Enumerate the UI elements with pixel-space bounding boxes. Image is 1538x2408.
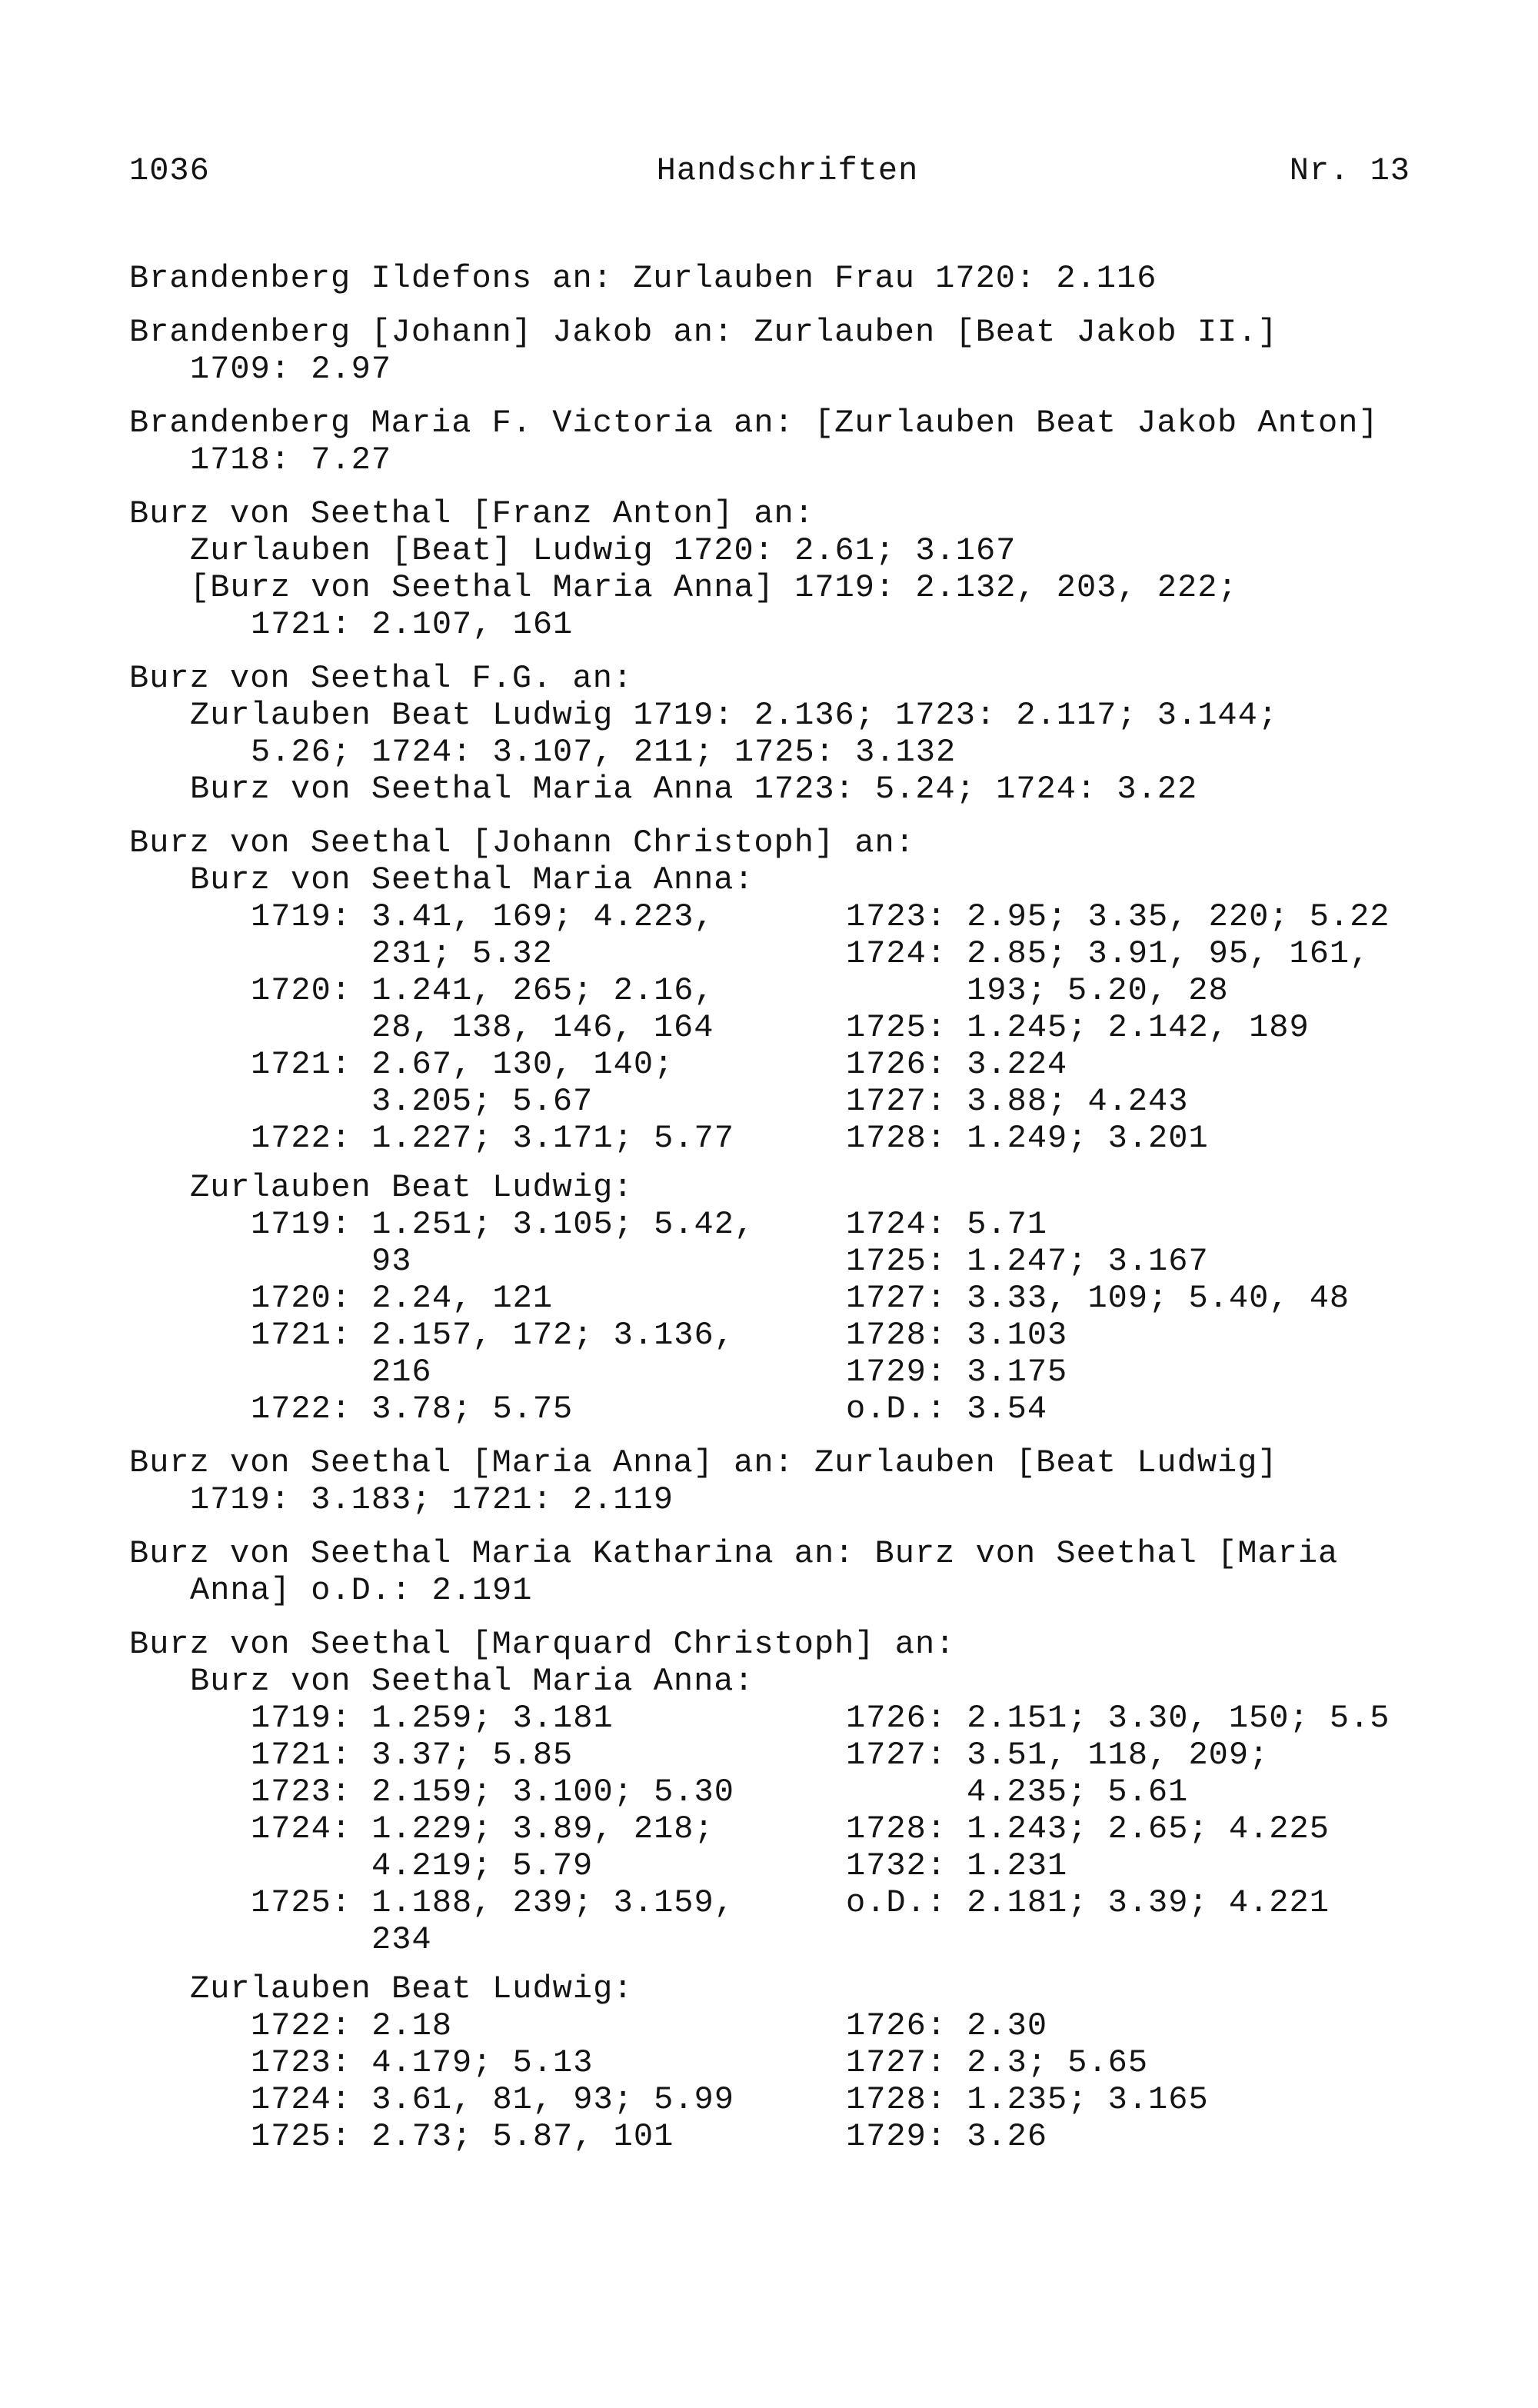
entry-line: Brandenberg Ildefons an: Zurlauben Frau …	[129, 260, 1157, 297]
column-line: 1724: 2.85; 3.91, 95, 161,	[846, 935, 1370, 972]
entry-line: Brandenberg [Johann] Jakob an: Zurlauben…	[129, 314, 1278, 351]
column-line: 1732: 1.231	[846, 1847, 1068, 1884]
entry-line: [Burz von Seethal Maria Anna] 1719: 2.13…	[190, 569, 1238, 606]
year-columns-block: 1719: 3.41, 169; 4.223, 231; 5.32 1720: 1.…	[251, 898, 1446, 1157]
page-header: 1036 Handschriften Nr. 13	[129, 152, 1446, 189]
page-number: 1036	[129, 152, 210, 189]
column-line: 1724: 3.61, 81, 93; 5.99	[251, 2081, 734, 2118]
column-line: 1726: 2.151; 3.30, 150; 5.5	[846, 1700, 1390, 1737]
column-line: 1722: 2.18	[251, 2007, 453, 2044]
entry-line: 1721: 2.107, 161	[251, 606, 574, 643]
column-line: 1725: 1.245; 2.142, 189	[846, 1009, 1310, 1046]
column-line: 1720: 1.241, 265; 2.16,	[251, 972, 714, 1009]
entry-line: Zurlauben [Beat] Ludwig 1720: 2.61; 3.16…	[190, 532, 1017, 569]
column-line: 1727: 3.88; 4.243	[846, 1083, 1189, 1120]
index-entry: Burz von Seethal [Johann Christoph] an: B…	[129, 824, 1446, 1427]
column-line: 1725: 1.247; 3.167	[846, 1243, 1209, 1280]
page-issue-number: Nr. 13	[1289, 152, 1410, 189]
column-line: 234	[371, 1921, 432, 1958]
index-entry: Burz von Seethal Maria Katharina an: Bur…	[129, 1535, 1446, 1609]
column-line: 1727: 2.3; 5.65	[846, 2044, 1149, 2081]
entry-line: Zurlauben Beat Ludwig:	[190, 1169, 634, 1206]
column-line: 1721: 2.67, 130, 140;	[251, 1046, 674, 1083]
entry-line: Burz von Seethal Maria Katharina an: Bur…	[129, 1535, 1339, 1572]
entry-line: Burz von Seethal Maria Anna 1723: 5.24; …	[190, 771, 1198, 808]
entry-line: Burz von Seethal Maria Anna:	[190, 861, 754, 898]
column-line: 4.219; 5.79	[371, 1847, 594, 1884]
left-column: 1719: 3.41, 169; 4.223, 231; 5.32 1720: 1.…	[251, 898, 846, 1157]
entry-line: 5.26; 1724: 3.107, 211; 1725: 3.132	[251, 734, 957, 771]
column-line: 28, 138, 146, 164	[371, 1009, 714, 1046]
column-line: 231; 5.32	[371, 935, 553, 972]
year-columns-block: 1719: 1.251; 3.105; 5.42, 93 1720: 2.24, 1…	[251, 1206, 1446, 1427]
column-line: 1723: 2.95; 3.35, 220; 5.22	[846, 898, 1390, 935]
column-line: 193; 5.20, 28	[967, 972, 1229, 1009]
column-line: 1724: 5.71	[846, 1206, 1048, 1243]
entry-line: Burz von Seethal [Johann Christoph] an:	[129, 824, 915, 861]
right-column: 1724: 5.71 1725: 1.247; 3.167 1727: 3.33, …	[846, 1206, 1446, 1427]
entry-line: Burz von Seethal F.G. an:	[129, 660, 634, 697]
left-column: 1719: 1.251; 3.105; 5.42, 93 1720: 2.24, 1…	[251, 1206, 846, 1427]
column-line: 1722: 1.227; 3.171; 5.77	[251, 1120, 734, 1157]
year-columns-block: 1719: 1.259; 3.181 1721: 3.37; 5.85 1723: …	[251, 1700, 1446, 1958]
right-column: 1726: 2.30 1727: 2.3; 5.65 1728: 1.235; 3.…	[846, 2007, 1446, 2155]
index-entry: Burz von Seethal F.G. an: Zurlauben Beat …	[129, 660, 1446, 808]
column-line: 1726: 3.224	[846, 1046, 1068, 1083]
column-line: 1723: 4.179; 5.13	[251, 2044, 594, 2081]
column-line: 1721: 3.37; 5.85	[251, 1737, 574, 1774]
column-line: 1719: 1.251; 3.105; 5.42,	[251, 1206, 755, 1243]
column-line: 1728: 3.103	[846, 1317, 1068, 1354]
index-entry: Brandenberg [Johann] Jakob an: Zurlauben…	[129, 314, 1446, 388]
column-line: 1724: 1.229; 3.89, 218;	[251, 1810, 714, 1847]
year-columns-block: 1722: 2.18 1723: 4.179; 5.13 1724: 3.61, 8…	[251, 2007, 1446, 2155]
index-entry: Brandenberg Ildefons an: Zurlauben Frau …	[129, 260, 1446, 297]
left-column: 1719: 1.259; 3.181 1721: 3.37; 5.85 1723: …	[251, 1700, 846, 1958]
entry-line: 1709: 2.97	[190, 351, 392, 388]
column-line: 1728: 1.243; 2.65; 4.225	[846, 1810, 1330, 1847]
index-entry: Burz von Seethal [Maria Anna] an: Zurlau…	[129, 1444, 1446, 1518]
index-entry: Burz von Seethal [Franz Anton] an: Zurlau…	[129, 495, 1446, 643]
column-line: 1725: 2.73; 5.87, 101	[251, 2118, 674, 2155]
entry-line: 1719: 3.183; 1721: 2.119	[190, 1481, 674, 1518]
entry-line: Burz von Seethal Maria Anna:	[190, 1663, 754, 1700]
column-line: 1727: 3.33, 109; 5.40, 48	[846, 1280, 1350, 1317]
column-line: 1725: 1.188, 239; 3.159,	[251, 1884, 734, 1921]
column-line: 1727: 3.51, 118, 209;	[846, 1737, 1270, 1774]
index-entry: Burz von Seethal [Marquard Christoph] an…	[129, 1626, 1446, 2155]
entry-line: 1718: 7.27	[190, 441, 392, 478]
index-entries: Brandenberg Ildefons an: Zurlauben Frau …	[129, 260, 1446, 2155]
column-line: 1729: 3.26	[846, 2118, 1048, 2155]
entry-line: Brandenberg Maria F. Victoria an: [Zurla…	[129, 405, 1379, 441]
column-line: 1729: 3.175	[846, 1354, 1068, 1391]
column-line: 1728: 1.235; 3.165	[846, 2081, 1209, 2118]
column-line: o.D.: 3.54	[846, 1391, 1048, 1427]
column-line: 1723: 2.159; 3.100; 5.30	[251, 1774, 734, 1810]
column-line: 93	[371, 1243, 412, 1280]
right-column: 1723: 2.95; 3.35, 220; 5.22 1724: 2.85; 3…	[846, 898, 1446, 1157]
column-line: 1722: 3.78; 5.75	[251, 1391, 574, 1427]
left-column: 1722: 2.18 1723: 4.179; 5.13 1724: 3.61, 8…	[251, 2007, 846, 2155]
entry-line: Zurlauben Beat Ludwig:	[190, 1970, 634, 2007]
entry-line: Anna] o.D.: 2.191	[190, 1572, 533, 1609]
column-line: 1728: 1.249; 3.201	[846, 1120, 1209, 1157]
column-line: 1719: 1.259; 3.181	[251, 1700, 614, 1737]
column-line: 3.205; 5.67	[371, 1083, 594, 1120]
entry-line: Burz von Seethal [Franz Anton] an:	[129, 495, 814, 532]
column-line: 1720: 2.24, 121	[251, 1280, 554, 1317]
column-line: 4.235; 5.61	[967, 1774, 1189, 1810]
page-title: Handschriften	[656, 152, 919, 189]
column-line: o.D.: 2.181; 3.39; 4.221	[846, 1884, 1330, 1921]
column-line: 1721: 2.157, 172; 3.136,	[251, 1317, 734, 1354]
entry-line: Burz von Seethal [Marquard Christoph] an…	[129, 1626, 956, 1663]
right-column: 1726: 2.151; 3.30, 150; 5.5 1727: 3.51, 1…	[846, 1700, 1446, 1958]
column-line: 1726: 2.30	[846, 2007, 1048, 2044]
entry-line: Zurlauben Beat Ludwig 1719: 2.136; 1723:…	[190, 697, 1279, 734]
column-line: 1719: 3.41, 169; 4.223,	[251, 898, 714, 935]
entry-line: Burz von Seethal [Maria Anna] an: Zurlau…	[129, 1444, 1278, 1481]
index-entry: Brandenberg Maria F. Victoria an: [Zurla…	[129, 405, 1446, 478]
column-line: 216	[371, 1354, 432, 1391]
